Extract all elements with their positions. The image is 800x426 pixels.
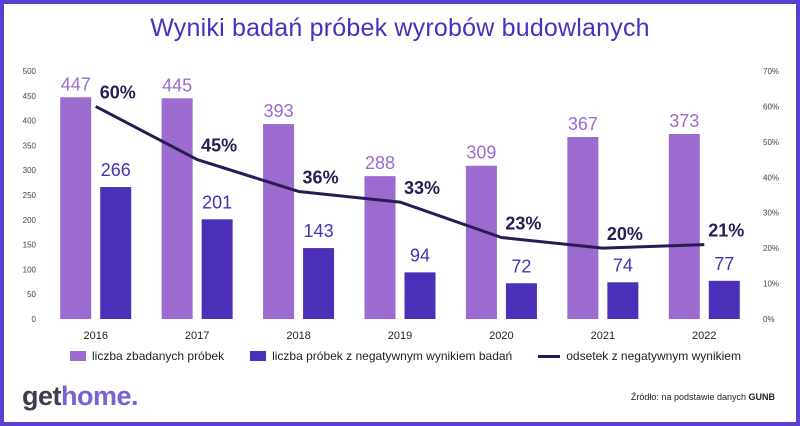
- y-right-tick-label: 70%: [763, 67, 779, 76]
- legend-label-samples: liczba zbadanych próbek: [92, 349, 225, 363]
- y-left-tick-label: 350: [23, 141, 37, 150]
- y-right-tick-label: 30%: [763, 209, 779, 218]
- source-org: GUNB: [748, 392, 776, 402]
- gethome-logo: gethome.: [22, 381, 139, 412]
- x-tick-label: 2020: [489, 330, 513, 342]
- bar-label-samples: 447: [61, 74, 91, 94]
- y-left-tick-label: 250: [23, 191, 37, 200]
- source-prefix: Źródło: na podstawie danych: [630, 392, 749, 402]
- line-label-percent: 36%: [303, 167, 339, 187]
- bar-negative: [404, 272, 436, 319]
- y-left-tick-label: 50: [27, 290, 36, 299]
- x-tick-label: 2021: [591, 330, 615, 342]
- bar-samples: [263, 124, 295, 320]
- line-label-percent: 45%: [201, 136, 237, 156]
- y-left-tick-label: 200: [23, 216, 37, 225]
- line-label-percent: 23%: [505, 214, 541, 234]
- bar-label-negative: 266: [101, 160, 131, 180]
- logo-part-get: get: [22, 381, 62, 411]
- y-right-tick-label: 60%: [763, 102, 779, 111]
- legend-label-negative: liczba próbek z negatywnym wynikiem bada…: [272, 349, 513, 363]
- y-right-tick-label: 0%: [763, 315, 775, 324]
- legend-swatch-percent: [538, 354, 561, 358]
- bar-samples: [668, 133, 700, 319]
- bar-samples: [161, 98, 193, 319]
- y-left-tick-label: 400: [23, 117, 37, 126]
- bar-samples: [567, 136, 599, 319]
- x-tick-label: 2018: [286, 330, 310, 342]
- legend-item-negative: liczba próbek z negatywnym wynikiem bada…: [250, 349, 512, 363]
- bar-label-samples: 445: [162, 75, 192, 95]
- bar-label-negative: 94: [410, 245, 430, 265]
- legend-swatch-negative: [250, 351, 267, 361]
- x-tick-label: 2017: [185, 330, 209, 342]
- bar-negative: [607, 282, 639, 319]
- bar-label-negative: 74: [613, 255, 633, 275]
- y-left-tick-label: 450: [23, 92, 37, 101]
- legend-item-samples: liczba zbadanych próbek: [70, 349, 224, 363]
- bar-label-samples: 393: [264, 101, 294, 121]
- y-left-tick-label: 300: [23, 166, 37, 175]
- y-right-tick-label: 50%: [763, 138, 779, 147]
- bar-label-samples: 288: [365, 153, 395, 173]
- bar-label-samples: 367: [568, 114, 598, 134]
- y-left-tick-label: 0: [32, 315, 37, 324]
- line-label-percent: 60%: [100, 82, 136, 102]
- y-left-tick-label: 100: [23, 265, 37, 274]
- chart-title: Wyniki badań próbek wyrobów budowlanych: [150, 14, 650, 42]
- bar-label-negative: 143: [304, 221, 334, 241]
- bar-negative: [303, 248, 335, 319]
- bar-samples: [465, 165, 497, 319]
- line-percent: [95, 105, 705, 250]
- source-note: Źródło: na podstawie danych GUNB: [631, 392, 775, 402]
- line-label-percent: 33%: [404, 178, 440, 198]
- line-label-percent: 20%: [607, 224, 643, 244]
- x-tick-label: 2019: [388, 330, 412, 342]
- bar-label-negative: 72: [511, 256, 531, 276]
- y-right-tick-label: 10%: [763, 280, 779, 289]
- logo-part-home: home.: [61, 381, 139, 411]
- legend-swatch-samples: [70, 351, 86, 361]
- y-right-tick-label: 20%: [763, 244, 779, 253]
- bar-negative: [505, 283, 537, 319]
- bar-label-samples: 309: [466, 143, 496, 163]
- y-left-tick-label: 500: [23, 67, 37, 76]
- legend-label-percent: odsetek z negatywnym wynikiem: [566, 349, 741, 363]
- x-tick-label: 2016: [83, 330, 107, 342]
- bar-samples: [60, 97, 92, 320]
- line-label-percent: 21%: [708, 221, 744, 241]
- x-tick-label: 2022: [692, 330, 716, 342]
- bar-negative: [708, 280, 740, 319]
- y-left-tick-label: 150: [23, 241, 37, 250]
- bar-label-negative: 201: [202, 192, 232, 212]
- y-right-tick-label: 40%: [763, 173, 779, 182]
- bar-label-samples: 373: [669, 111, 699, 131]
- bar-label-negative: 77: [714, 254, 734, 274]
- chart-legend: liczba zbadanych próbek liczba próbek z …: [70, 349, 770, 363]
- bar-negative: [201, 219, 233, 319]
- legend-item-percent: odsetek z negatywnym wynikiem: [538, 349, 741, 363]
- bar-negative: [100, 187, 132, 319]
